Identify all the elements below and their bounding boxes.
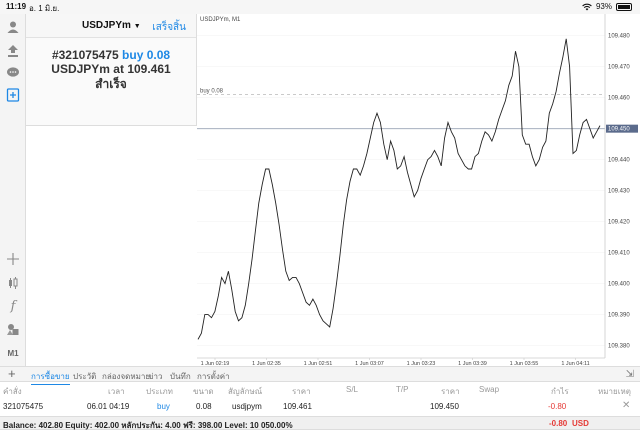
tab-mailbox[interactable]: กล่องจดหมาย <box>102 372 151 381</box>
add-icon[interactable]: + <box>8 366 16 381</box>
trade-table-header: คำสั่ง เวลา ประเภท ขนาด สัญลักษณ์ ราคา S… <box>0 383 640 397</box>
col-tp: T/P <box>396 385 409 394</box>
table-row[interactable]: 321075475 06.01 04:19 buy 0.08 usdjpym 1… <box>0 400 640 415</box>
function-glyph: f <box>10 298 16 314</box>
order-side-volume: buy 0.08 <box>122 48 171 62</box>
tab-trade[interactable]: การซื้อขาย <box>31 370 70 385</box>
battery-icon <box>616 2 632 11</box>
expand-icon[interactable]: ⇲ <box>625 369 634 380</box>
left-toolbar: f M1 <box>0 14 26 366</box>
row-price: 109.461 <box>283 402 312 411</box>
bottom-tabs-bar: + การซื้อขาย ประวัติ กล่องจดหมาย ข่าว บั… <box>0 366 640 385</box>
row-time: 06.01 04:19 <box>87 402 130 411</box>
time-tick-label: 1 Jun 02:19 <box>201 361 230 366</box>
col-time: เวลา <box>108 387 125 396</box>
time-tick-label: 1 Jun 02:51 <box>304 361 333 366</box>
price-tick-label: 109.460 <box>608 96 630 102</box>
indicator-icon[interactable]: f <box>4 297 22 315</box>
tab-history[interactable]: ประวัติ <box>73 372 97 381</box>
fill-prefix: USDJPYm at <box>51 62 124 76</box>
done-button[interactable]: เสร็จสิ้น <box>152 22 186 33</box>
col-profit: กำไร <box>551 387 569 396</box>
order-number: #321075475 <box>51 48 119 62</box>
crosshair-icon[interactable] <box>4 250 22 268</box>
tab-journal[interactable]: บันทึก <box>170 372 191 381</box>
price-tick-label: 109.480 <box>608 34 630 40</box>
row-profit: -0.80 <box>548 402 567 411</box>
fill-price: 109.461 <box>127 62 171 76</box>
col-symbol: สัญลักษณ์ <box>228 387 263 396</box>
col-order: คำสั่ง <box>3 387 22 396</box>
current-price-label: 109.450 <box>608 127 630 133</box>
trade-icon[interactable] <box>4 42 22 60</box>
time-tick-label: 1 Jun 03:07 <box>355 361 384 366</box>
price-tick-label: 109.430 <box>608 189 630 195</box>
wifi-icon <box>582 3 592 10</box>
col-price: ราคา <box>292 387 311 396</box>
status-time: 11:19 <box>6 2 27 11</box>
row-symbol: usdjpym <box>232 402 262 411</box>
trade-result-panel: USDJPYm ▼ เสร็จสิ้น #321075475 buy 0.08 … <box>26 14 197 126</box>
chart-title: USDJPYm, M1 <box>200 17 241 23</box>
price-chart[interactable]: USDJPYm, M1 109.480 109.470 109.460 109.450… <box>197 14 640 366</box>
col-sl: S/L <box>346 385 359 394</box>
battery-percent: 93% <box>595 2 612 11</box>
account-icon[interactable] <box>4 18 22 36</box>
row-order: 321075475 <box>3 402 44 411</box>
objects-icon[interactable] <box>4 320 22 338</box>
col-comment: หมายเหตุ <box>598 387 631 396</box>
tab-settings[interactable]: การตั้งค่า <box>197 372 230 381</box>
symbol-selector[interactable]: USDJPYm ▼ <box>82 20 141 31</box>
order-line: #321075475 buy 0.08 <box>26 48 196 62</box>
price-tick-label: 109.410 <box>608 251 630 257</box>
total-currency: USD <box>572 419 589 428</box>
panel-header: USDJPYm ▼ เสร็จสิ้น <box>26 14 196 38</box>
row-type: buy <box>157 402 170 411</box>
price-series-line <box>197 38 601 340</box>
fill-line: USDJPYm at 109.461 <box>26 62 196 76</box>
row-current-price: 109.450 <box>430 402 459 411</box>
trade-result: #321075475 buy 0.08 USDJPYm at 109.461 ส… <box>26 48 196 92</box>
row-size: 0.08 <box>196 402 212 411</box>
time-tick-label: 1 Jun 02:35 <box>252 361 281 366</box>
timeframe-button[interactable]: M1 <box>7 348 19 358</box>
symbol-name: USDJPYm <box>82 20 131 31</box>
col-swap: Swap <box>479 385 500 394</box>
buy-level-label: buy 0.08 <box>200 89 224 95</box>
close-position-icon[interactable]: ✕ <box>622 400 631 411</box>
price-tick-label: 109.420 <box>608 220 630 226</box>
col-size: ขนาด <box>193 387 214 396</box>
time-tick-label: 1 Jun 03:55 <box>510 361 539 366</box>
candles-icon[interactable] <box>4 274 22 292</box>
chevron-down-icon: ▼ <box>133 23 141 30</box>
order-status: สำเร็จ <box>95 77 127 91</box>
price-tick-label: 109.440 <box>608 158 630 164</box>
status-right: 93% <box>582 2 632 11</box>
total-profit: -0.80 <box>549 419 568 428</box>
time-tick-label: 1 Jun 03:23 <box>407 361 436 366</box>
price-tick-label: 109.380 <box>608 344 630 350</box>
chart-canvas[interactable]: USDJPYm, M1 109.480 109.470 109.460 109.450… <box>197 14 640 366</box>
chat-icon[interactable] <box>4 64 22 82</box>
price-tick-label: 109.400 <box>608 282 630 288</box>
price-tick-label: 109.390 <box>608 313 630 319</box>
price-tick-label: 109.470 <box>608 65 630 71</box>
tab-news[interactable]: ข่าว <box>148 372 163 381</box>
current-price-marker <box>606 124 638 133</box>
time-tick-label: 1 Jun 04:11 <box>561 361 589 366</box>
account-summary: Balance: 402.80 Equity: 402.00 หลักประกั… <box>0 416 640 430</box>
balance-summary: Balance: 402.80 Equity: 402.00 หลักประกั… <box>3 421 293 430</box>
status-bar: 11:19 อ. 1 มิ.ย. 93% <box>0 0 640 14</box>
new-order-icon[interactable] <box>4 86 22 104</box>
status-date: อ. 1 มิ.ย. <box>29 4 60 13</box>
col-type: ประเภท <box>146 387 173 396</box>
col-current-price: ราคา <box>441 387 460 396</box>
time-tick-label: 1 Jun 03:39 <box>458 361 487 366</box>
